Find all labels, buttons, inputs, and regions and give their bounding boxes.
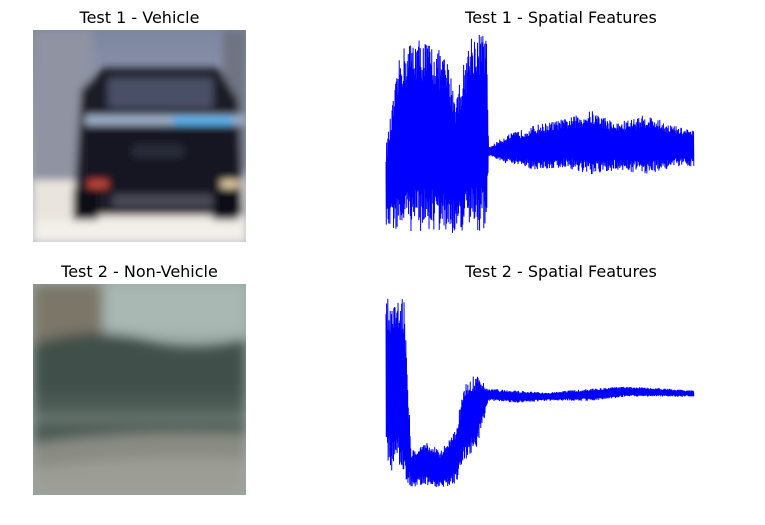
panel-title-test1-image: Test 1 - Vehicle — [79, 8, 200, 27]
panel-title-test2-features: Test 2 - Spatial Features — [465, 262, 657, 281]
non-vehicle-image — [33, 284, 246, 495]
feature-series-line-0 — [385, 298, 695, 488]
vehicle-image — [33, 30, 246, 242]
panel-title-test1-features: Test 1 - Spatial Features — [465, 8, 657, 27]
chart-test2-spatial-features — [385, 284, 695, 495]
panel-title-test2-image: Test 2 - Non-Vehicle — [61, 262, 218, 281]
feature-series-line-0 — [385, 34, 695, 233]
chart-test1-spatial-features — [385, 30, 695, 242]
